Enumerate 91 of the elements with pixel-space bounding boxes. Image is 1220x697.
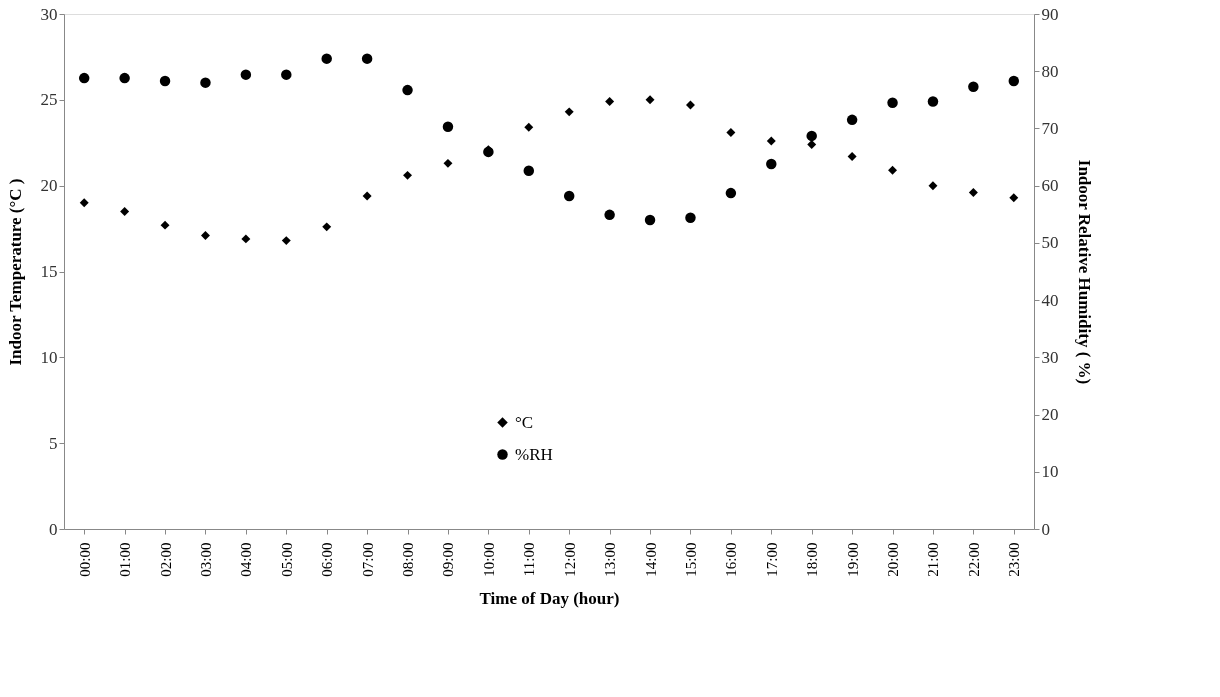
point — [402, 84, 413, 96]
point — [119, 72, 130, 84]
y-tick-label: 20 — [40, 176, 58, 196]
x-tick-label: 10:00 — [480, 542, 497, 577]
x-tick-label: 15:00 — [682, 542, 699, 577]
x-tick-label: 07:00 — [359, 542, 376, 577]
point — [281, 69, 292, 80]
y-tick-label: 0 — [49, 519, 58, 539]
y2-axis-title: Indoor Relative Humidity ( %) — [1074, 159, 1094, 385]
y2-tick-label: 70 — [1041, 118, 1059, 138]
point — [564, 107, 574, 117]
point — [241, 234, 251, 244]
x-tick-label: 17:00 — [763, 542, 780, 577]
x-axis-title: Time of Day (hour) — [479, 588, 620, 608]
y-axis-title: Indoor Temperature (°C ) — [5, 178, 25, 366]
y-tick-label: 10 — [40, 347, 58, 367]
point — [766, 158, 777, 170]
point — [927, 96, 939, 107]
point — [725, 187, 737, 199]
y2-tick-label: 80 — [1041, 61, 1059, 81]
x-tick-label: 13:00 — [602, 542, 619, 577]
x-tick-label: 00:00 — [76, 542, 93, 577]
point — [968, 81, 979, 92]
x-tick-label: 14:00 — [642, 542, 659, 577]
y-tick-label: 25 — [40, 90, 58, 110]
y2-tick-label: 40 — [1041, 290, 1059, 310]
x-tick-label: 04:00 — [238, 542, 255, 577]
x-tick-label: 18:00 — [804, 542, 821, 577]
y2-tick-label: 60 — [1041, 176, 1059, 196]
legend-label: %RH — [515, 444, 553, 464]
point — [159, 75, 171, 87]
point — [1009, 193, 1019, 203]
point — [644, 214, 656, 226]
y2-tick-label: 50 — [1041, 233, 1059, 253]
point — [200, 77, 211, 88]
point — [79, 198, 89, 208]
x-tick-label: 22:00 — [965, 542, 982, 577]
point — [160, 220, 170, 230]
point — [321, 53, 332, 64]
point — [968, 188, 978, 198]
point — [443, 158, 453, 168]
x-tick-label: 01:00 — [117, 542, 134, 577]
point — [524, 122, 534, 132]
point — [685, 100, 695, 110]
point — [685, 212, 696, 223]
point — [887, 97, 898, 108]
point — [523, 165, 535, 177]
y-tick-label: 15 — [40, 262, 58, 281]
point — [726, 127, 736, 137]
y2-tick-label: 20 — [1041, 405, 1059, 425]
point — [361, 53, 373, 64]
point — [120, 206, 130, 216]
point — [442, 121, 454, 132]
x-tick-label: 06:00 — [319, 542, 336, 577]
point — [240, 69, 252, 80]
point — [605, 97, 615, 107]
point — [200, 230, 210, 240]
x-tick-label: 16:00 — [723, 542, 740, 577]
x-tick-label: 20:00 — [885, 542, 902, 577]
y2-tick-label: 0 — [1041, 519, 1050, 539]
point — [604, 209, 615, 221]
point — [403, 170, 413, 180]
legend-label: °C — [515, 412, 534, 432]
point — [766, 136, 776, 146]
point — [322, 222, 332, 232]
x-tick-label: 21:00 — [925, 542, 942, 577]
x-tick-label: 09:00 — [440, 542, 457, 577]
point — [563, 190, 575, 202]
x-tick-label: 02:00 — [157, 542, 174, 577]
y2-tick-label: 10 — [1041, 462, 1059, 482]
y2-tick-label: 90 — [1041, 4, 1059, 24]
point — [281, 236, 291, 246]
y2-tick-label: 30 — [1041, 347, 1059, 367]
y-tick-label: 30 — [40, 4, 58, 24]
x-tick-label: 19:00 — [844, 542, 861, 577]
x-tick-label: 08:00 — [400, 542, 417, 577]
point — [888, 165, 898, 175]
x-tick-label: 12:00 — [561, 542, 578, 577]
y-tick-label: 5 — [49, 433, 58, 453]
point — [928, 181, 938, 191]
point — [846, 114, 858, 126]
x-tick-label: 05:00 — [278, 542, 295, 577]
point — [1008, 75, 1020, 87]
point — [806, 130, 817, 142]
x-tick-label: 23:00 — [1006, 542, 1023, 577]
point — [78, 72, 90, 84]
x-tick-label: 03:00 — [197, 542, 214, 577]
point — [847, 152, 857, 161]
point — [362, 191, 372, 201]
point — [645, 95, 655, 105]
x-tick-label: 11:00 — [521, 542, 538, 577]
